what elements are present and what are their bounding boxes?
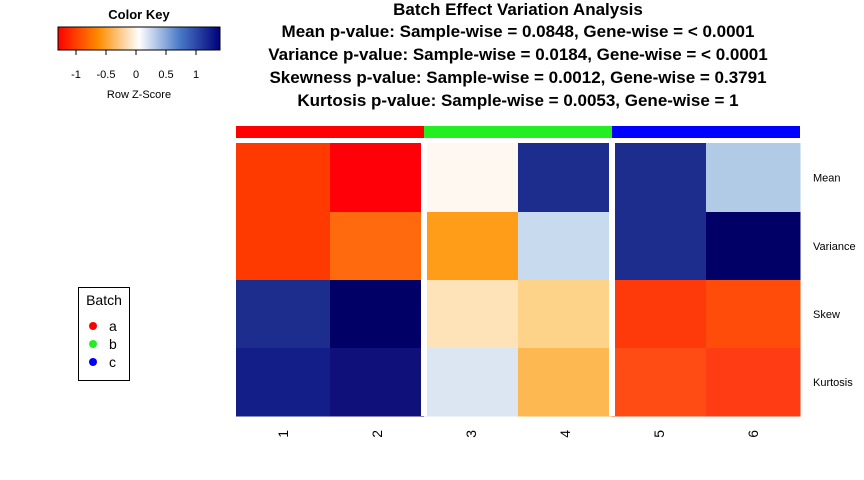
heatmap-cell <box>518 143 613 213</box>
color-key-tick-label: 0.5 <box>158 69 173 81</box>
column-label: 6 <box>745 430 761 438</box>
subtitle-kurtosis: Kurtosis p-value: Sample-wise = 0.0053, … <box>297 91 739 110</box>
column-label: 4 <box>557 430 573 438</box>
color-key-gradient <box>57 26 221 51</box>
heatmap-cell <box>706 212 801 281</box>
legend-title: Batch <box>86 292 122 308</box>
heatmap-cell <box>236 212 331 281</box>
subtitle-variance: Variance p-value: Sample-wise = 0.0184, … <box>268 45 768 64</box>
color-key-tick-label: -1 <box>71 69 81 81</box>
row-label: Kurtosis <box>813 377 853 389</box>
heatmap-cell <box>518 212 613 281</box>
row-label: Skew <box>813 309 840 321</box>
heatmap-cells <box>236 143 801 417</box>
color-key-tick-label: 1 <box>193 69 199 81</box>
batch-bar-a <box>236 126 424 138</box>
batch-legend: Batch a b c <box>78 287 130 381</box>
legend-label: c <box>109 354 116 370</box>
row-labels: Mean Variance Skew Kurtosis <box>813 173 856 390</box>
batch-separators <box>421 143 615 416</box>
subtitle-mean: Mean p-value: Sample-wise = 0.0848, Gene… <box>281 22 755 41</box>
column-label: 3 <box>463 430 479 438</box>
heatmap-cell <box>706 143 801 213</box>
legend-dot-icon <box>89 340 97 348</box>
batch-separator <box>609 143 615 416</box>
heatmap-cell <box>612 280 707 349</box>
color-key-label: Row Z-Score <box>106 89 172 101</box>
column-label: 2 <box>369 430 385 438</box>
batch-color-bar <box>236 126 800 138</box>
heatmap-cell <box>612 212 707 281</box>
column-labels: 1 2 3 4 5 6 <box>275 430 761 438</box>
row-label: Variance <box>813 241 856 253</box>
heatmap-cell <box>612 348 707 417</box>
legend-label: b <box>109 336 117 352</box>
heatmap-cell <box>518 348 613 417</box>
legend-label: a <box>109 318 117 334</box>
heatmap-cell <box>706 348 801 417</box>
batch-bar-b <box>424 126 612 138</box>
heatmap-cell <box>330 143 425 213</box>
color-key-tick-label: -0.5 <box>97 69 116 81</box>
heatmap-cell <box>706 280 801 349</box>
batch-separator <box>421 143 427 416</box>
heatmap-cell <box>518 280 613 349</box>
column-label: 1 <box>275 430 291 438</box>
color-key-title: Color Key <box>108 7 170 22</box>
color-key: -1 -0.5 0 0.5 1 <box>57 26 221 81</box>
heatmap-cell <box>424 212 519 281</box>
heatmap-cell <box>236 143 331 213</box>
heatmap-cell <box>330 280 425 349</box>
legend-dot-icon <box>89 322 97 330</box>
heatmap-cell <box>236 348 331 417</box>
heatmap-cell <box>424 348 519 417</box>
batch-bar-c <box>612 126 800 138</box>
heatmap-cell <box>612 143 707 213</box>
subtitle-skewness: Skewness p-value: Sample-wise = 0.0012, … <box>269 68 767 87</box>
heatmap-cell <box>330 348 425 417</box>
legend-dot-icon <box>89 358 97 366</box>
chart-title: Batch Effect Variation Analysis <box>393 0 643 19</box>
row-label: Mean <box>813 173 841 185</box>
heatmap-cell <box>330 212 425 281</box>
color-key-tick-label: 0 <box>133 69 139 81</box>
column-label: 5 <box>651 430 667 438</box>
heatmap-cell <box>424 280 519 349</box>
heatmap-cell <box>236 280 331 349</box>
heatmap-cell <box>424 143 519 213</box>
